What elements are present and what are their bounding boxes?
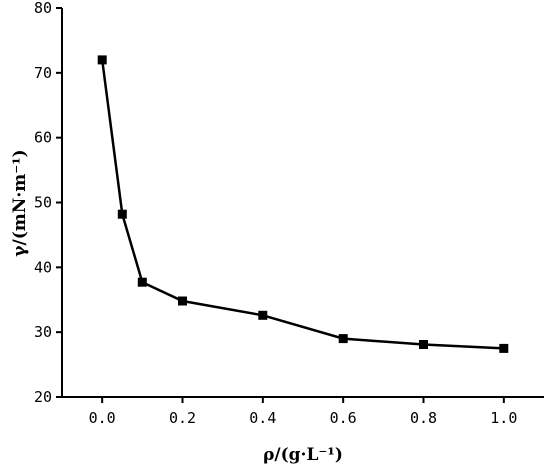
data-point-marker [97,55,107,65]
data-point-marker [338,334,348,344]
x-tick-label: 0.4 [249,409,276,427]
plot-area [97,55,509,353]
axes [61,8,544,398]
x-tick-label: 0.2 [169,409,196,427]
y-tick-label: 30 [34,323,52,341]
x-tick-label: 1.0 [490,409,517,427]
y-tick-label: 20 [34,388,52,406]
y-tick-label: 80 [34,0,52,17]
data-point-marker [419,340,428,349]
data-point-marker [117,209,127,219]
data-point-marker [137,277,147,287]
y-tick-label: 70 [34,64,52,82]
y-tick-label: 40 [34,258,52,276]
y-tick-label: 60 [34,129,52,147]
data-point-marker [178,296,187,306]
y-axis-title: γ/(mN·m⁻¹) [10,149,30,256]
data-point-marker [499,343,509,353]
y-tick-label: 50 [34,194,52,212]
x-axis-title: ρ/(g·L⁻¹) [263,445,343,465]
data-point-marker [258,310,268,320]
x-tick-label: 0.6 [330,409,357,427]
x-tick-label: 0.8 [410,409,437,427]
y-axis-ticks: 20 30 40 50 60 70 80 [34,0,62,406]
x-tick-label: 0.0 [89,409,116,427]
x-axis-ticks: 0.0 0.2 0.4 0.6 0.8 1.0 [89,397,517,427]
series-line [100,59,504,350]
